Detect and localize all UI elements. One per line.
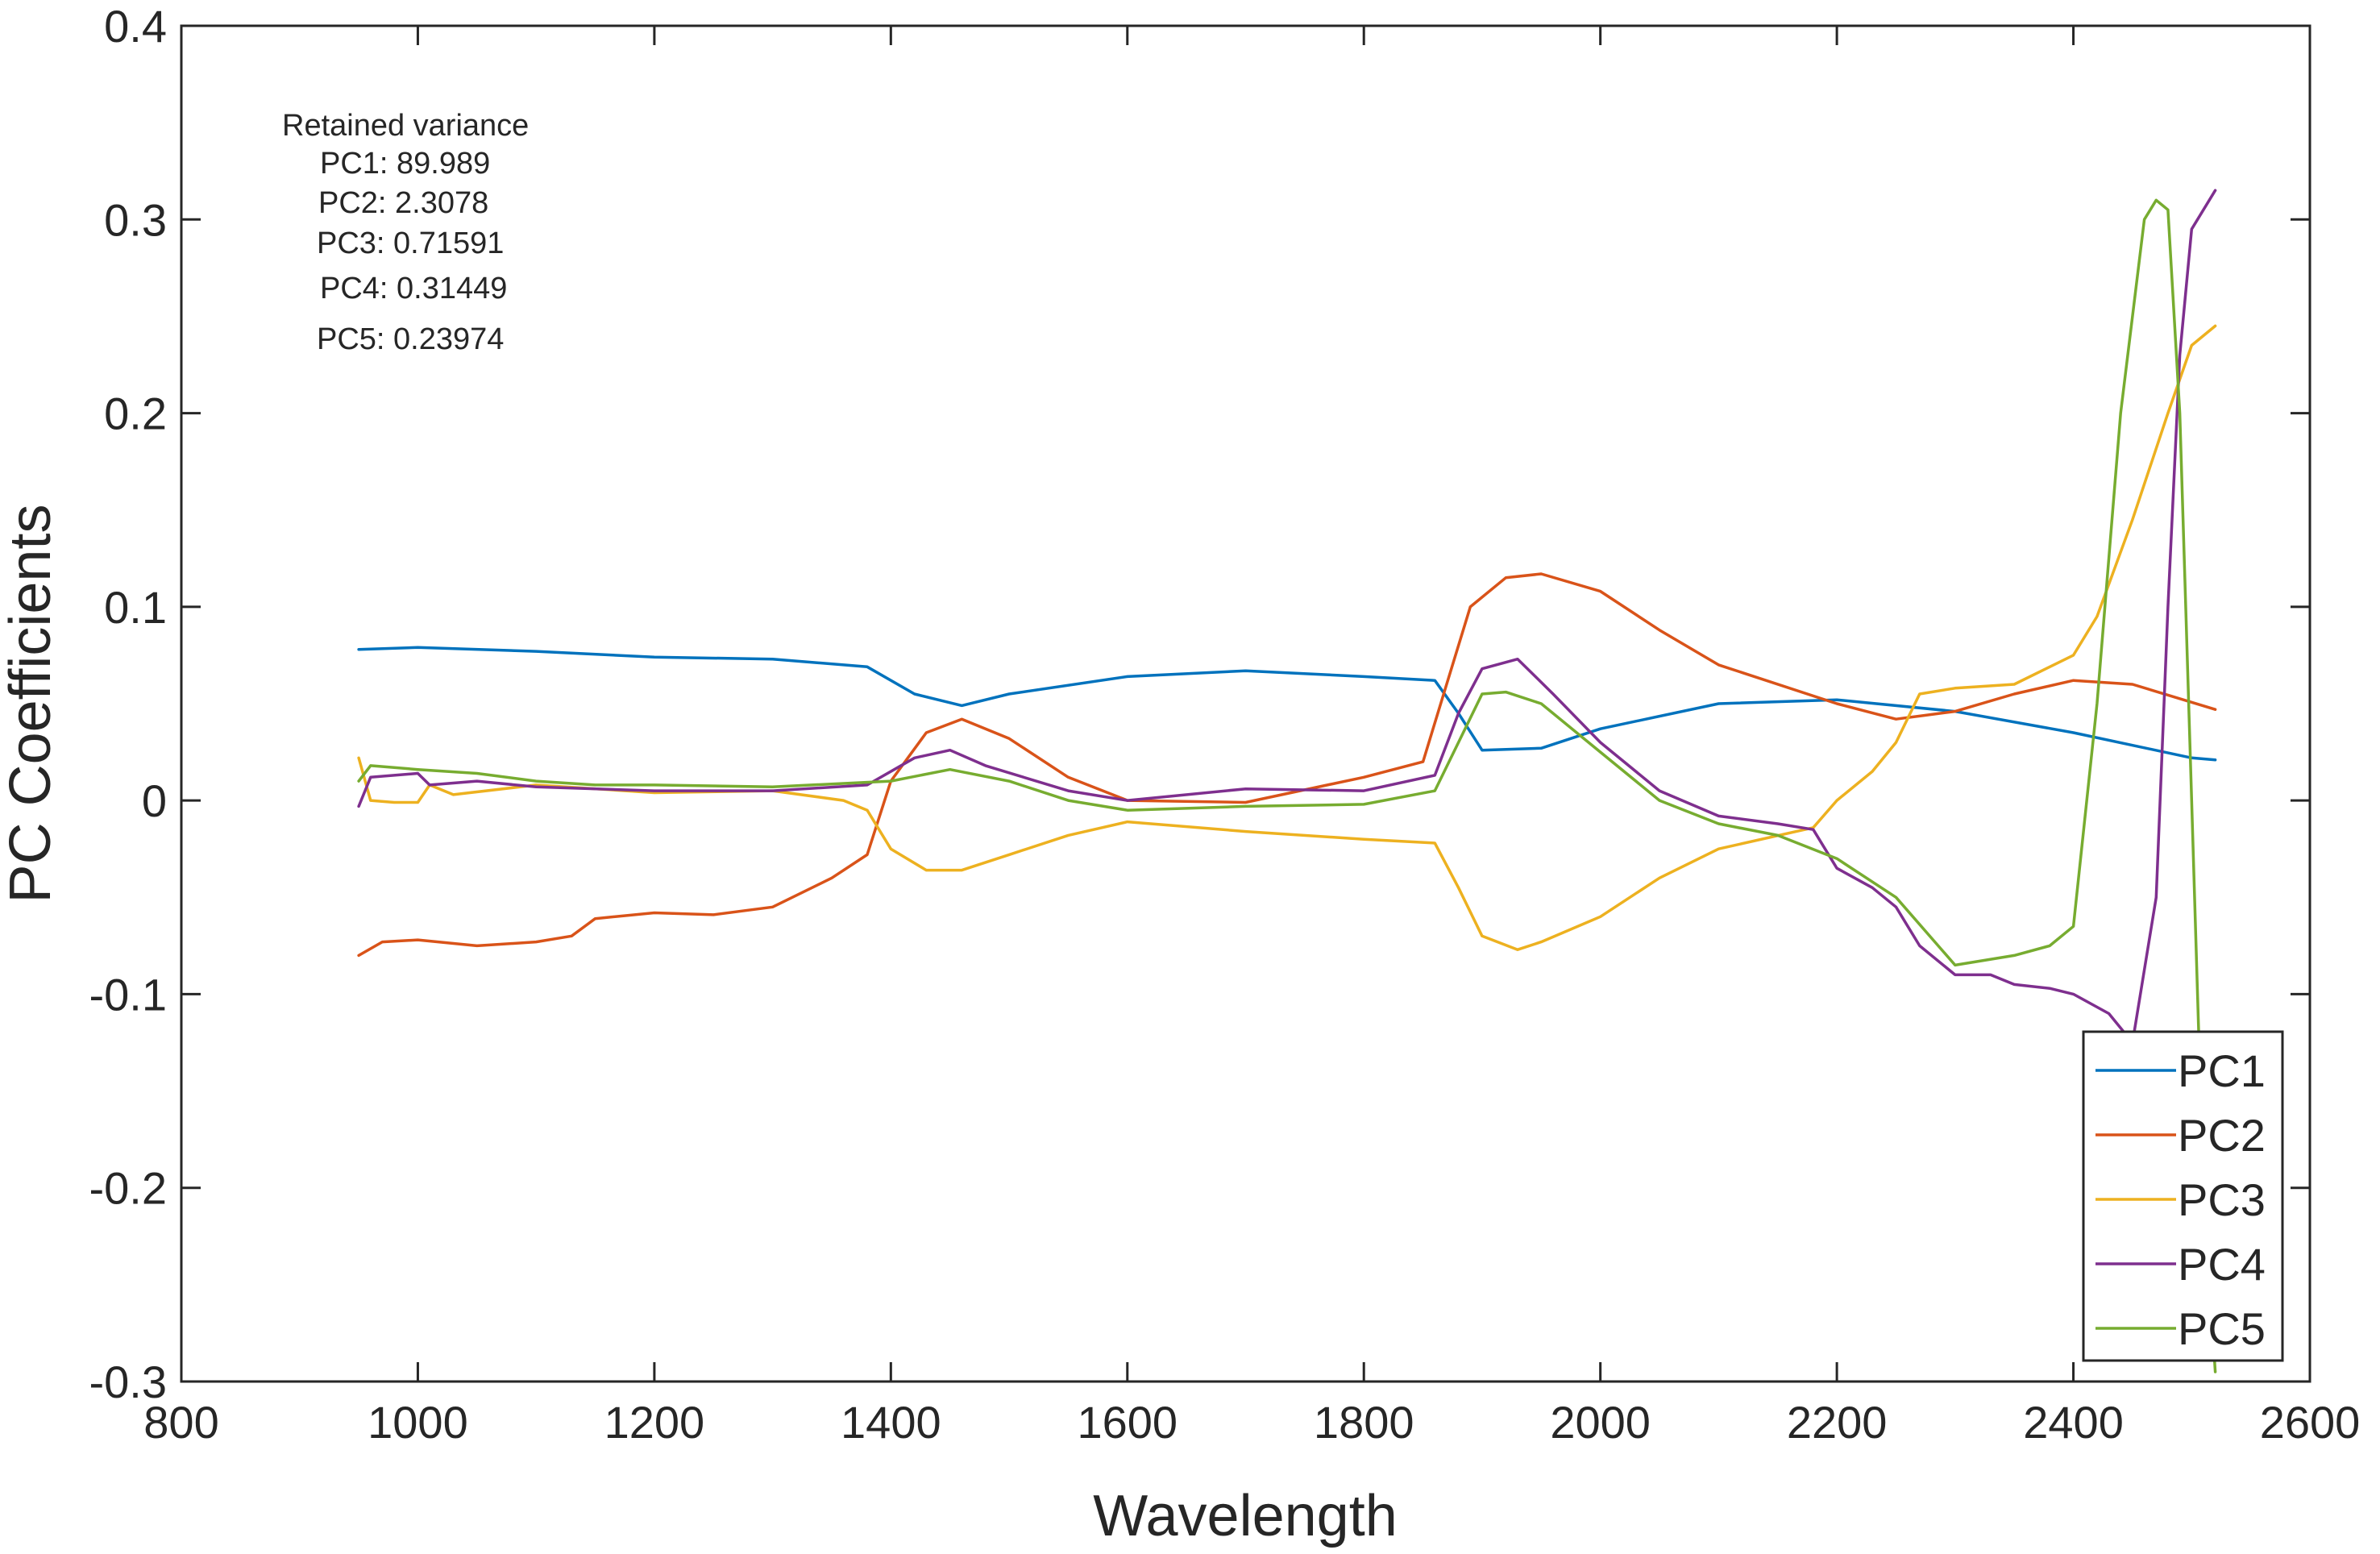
- plot-background: [181, 26, 2310, 1382]
- retained-variance-annotation: Retained variance PC1: 89.989 PC2: 2.307…: [282, 109, 529, 356]
- x-tick-label: 1000: [368, 1397, 468, 1448]
- x-tick-label: 1200: [604, 1397, 705, 1448]
- annotation-line-pc3: PC3: 0.71591: [317, 226, 504, 260]
- x-tick-label: 2200: [1787, 1397, 1888, 1448]
- series-line-pc1: [357, 646, 2217, 762]
- legend-box: [2082, 1030, 2284, 1362]
- legend-entries: PC1 PC2 PC3 PC4 PC5: [2095, 1045, 2266, 1354]
- annotation-title: Retained variance: [282, 109, 529, 143]
- x-axis-title: Wavelength: [1093, 1484, 1398, 1548]
- x-tick-label: 2600: [2260, 1397, 2361, 1448]
- ticks-layer: 800 1000 1200 1400 1600 1800 2000 2200 2400 2600 -…: [89, 1, 2361, 1448]
- y-axis-title: PC Coefficients: [0, 505, 63, 904]
- x-tick-label: 2400: [2023, 1397, 2124, 1448]
- plot-frame: [180, 24, 2311, 1383]
- y-tick-label: 0.3: [104, 194, 167, 245]
- y-tick-label: 0.2: [104, 388, 167, 439]
- x-tick-label: 1400: [841, 1397, 941, 1448]
- y-tick-label: -0.1: [89, 969, 168, 1020]
- annotation-line-pc2: PC2: 2.3078: [318, 186, 488, 220]
- legend-label-pc1: PC1: [2178, 1045, 2266, 1096]
- x-tick-label: 1600: [1077, 1397, 1178, 1448]
- legend-label-pc2: PC2: [2178, 1110, 2266, 1161]
- legend-label-pc4: PC4: [2178, 1239, 2266, 1290]
- legend-label-pc3: PC3: [2178, 1174, 2266, 1225]
- series-line-pc5: [357, 198, 2217, 1373]
- legend-label-pc5: PC5: [2178, 1303, 2266, 1354]
- y-tick-label: 0.4: [104, 1, 167, 52]
- series-layer: [357, 189, 2217, 1373]
- legend: PC1 PC2 PC3 PC4 PC5: [2082, 1030, 2284, 1362]
- y-tick-label: -0.3: [89, 1357, 168, 1407]
- annotation-line-pc1: PC1: 89.989: [320, 147, 490, 181]
- annotation-line-pc4: PC4: 0.31449: [320, 272, 507, 305]
- y-tick-label: -0.2: [89, 1163, 168, 1214]
- x-tick-label: 1800: [1314, 1397, 1414, 1448]
- x-tick-label: 2000: [1550, 1397, 1651, 1448]
- annotation-line-pc5: PC5: 0.23974: [317, 322, 504, 356]
- y-tick-label: 0: [142, 775, 167, 826]
- series-line-pc4: [357, 189, 2217, 1045]
- x-tick-label: 800: [143, 1397, 218, 1448]
- y-tick-label: 0.1: [104, 582, 167, 633]
